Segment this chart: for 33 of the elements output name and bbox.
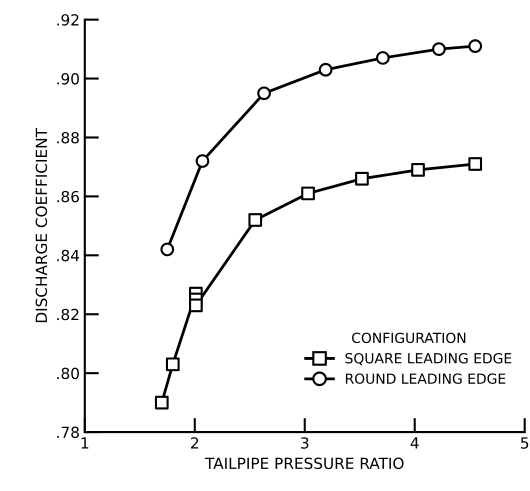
point — [160, 242, 174, 256]
x-tick-label: 1 — [82, 437, 88, 449]
point — [257, 86, 271, 100]
y-tick-label: .84 — [57, 250, 80, 262]
y-tick-label: .92 — [57, 14, 78, 26]
y-tick-label: .90 — [57, 73, 79, 85]
point — [432, 42, 446, 56]
y-tick-label: .78 — [57, 426, 79, 438]
x-tick-label: 4 — [410, 437, 419, 449]
point — [468, 157, 482, 171]
y-tick-label: .80 — [57, 368, 79, 380]
x-tick-label: 5 — [521, 437, 528, 449]
point — [166, 357, 180, 372]
point — [248, 213, 262, 227]
point — [189, 298, 203, 312]
legend-title: CONFIGURATION — [352, 332, 466, 344]
point — [318, 62, 332, 77]
point — [468, 39, 482, 54]
point — [154, 396, 169, 410]
point — [376, 51, 390, 65]
point — [411, 163, 425, 177]
legend-label: SQUARE LEADING EDGE — [345, 353, 512, 366]
y-axis-title: DISCHARGE COEFFICIENT — [36, 128, 48, 322]
y-tick-label: .86 — [57, 190, 79, 202]
point — [196, 154, 210, 168]
x-axis-title: TAILPIPE PRESSURE RATIO — [205, 458, 404, 470]
legend-label: ROUND LEADING EDGE — [346, 373, 506, 384]
y-tick-label: .88 — [57, 132, 79, 144]
y-tick-label: .82 — [57, 308, 78, 320]
point — [355, 172, 369, 186]
x-tick-label: 3 — [301, 437, 308, 449]
x-tick-label: 2 — [191, 437, 198, 449]
point — [301, 186, 315, 200]
